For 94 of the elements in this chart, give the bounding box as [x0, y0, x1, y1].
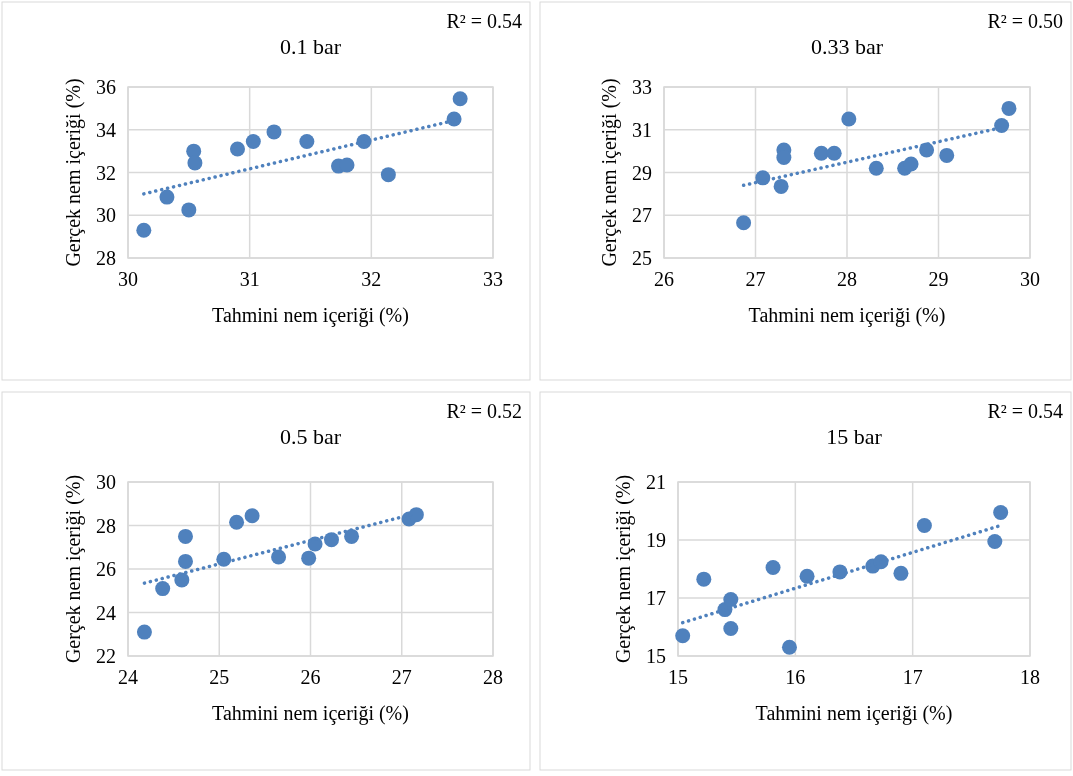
- x-axis-title: Tahmini nem içeriği (%): [755, 702, 953, 725]
- y-tick-label: 19: [646, 529, 666, 551]
- text: R² = 0.54: [987, 400, 1063, 422]
- y-tick-label: 28: [96, 247, 116, 269]
- text: R² = 0.52: [446, 400, 522, 422]
- point: [826, 145, 842, 161]
- point: [155, 581, 171, 597]
- point: [987, 533, 1003, 549]
- y-tick-label: 22: [96, 645, 116, 667]
- y-axis-title: Gerçek nem içeriği (%): [598, 78, 621, 267]
- point: [344, 528, 360, 544]
- x-axis-title: Tahmini nem içeriği (%): [212, 304, 409, 327]
- x-tick-label: 32: [361, 268, 382, 290]
- point: [266, 124, 282, 140]
- y-tick-label: 17: [646, 587, 666, 609]
- x-axis-title: Tahmini nem içeriği (%): [212, 702, 409, 725]
- point: [244, 508, 260, 524]
- x-tick-label: 26: [300, 666, 321, 688]
- x-tick-label: 30: [118, 268, 138, 290]
- y-tick-label: 15: [646, 645, 666, 667]
- point: [868, 160, 884, 176]
- point: [993, 504, 1009, 520]
- x-tick-label: 17: [902, 666, 923, 688]
- point: [452, 91, 468, 107]
- x-tick-label: 25: [209, 666, 230, 688]
- point: [696, 571, 712, 587]
- chart-title: 0.1 bar: [279, 34, 342, 59]
- point: [723, 620, 739, 636]
- point: [159, 189, 175, 205]
- y-axis-title: Gerçek nem içeriği (%): [612, 474, 635, 664]
- point: [408, 507, 424, 523]
- point: [299, 134, 315, 150]
- point: [773, 178, 789, 194]
- chart-title: 15 bar: [826, 424, 883, 449]
- y-tick-label: 30: [96, 204, 116, 227]
- point: [799, 568, 815, 584]
- point: [230, 141, 245, 157]
- y-tick-label: 33: [632, 76, 652, 98]
- x-tick-label: 31: [239, 268, 260, 290]
- x-tick-label: 16: [785, 666, 806, 688]
- y-tick-label: 26: [96, 558, 116, 580]
- point: [736, 215, 752, 231]
- y-axis-title: Gerçek nem içeriği (%): [62, 474, 85, 664]
- x-tick-label: 28: [483, 666, 503, 688]
- x-axis-title: Tahmini nem içeriği (%): [748, 304, 946, 327]
- chart-title: 0.5 bar: [279, 424, 342, 449]
- point: [380, 167, 396, 183]
- point: [136, 222, 152, 238]
- point: [893, 565, 909, 581]
- point: [903, 156, 919, 172]
- point: [994, 117, 1010, 133]
- y-tick-label: 29: [632, 161, 652, 184]
- x-tick-label: 28: [837, 268, 857, 290]
- point: [723, 591, 739, 607]
- point: [187, 155, 203, 171]
- x-tick-label: 15: [668, 666, 688, 688]
- point: [181, 202, 197, 218]
- y-tick-label: 31: [632, 118, 652, 141]
- text: R² = 0.50: [987, 10, 1063, 32]
- point: [271, 549, 287, 565]
- point: [781, 639, 797, 655]
- x-tick-label: 33: [483, 268, 503, 290]
- point: [174, 572, 190, 588]
- x-tick-label: 18: [1020, 666, 1040, 688]
- point: [229, 514, 245, 530]
- x-tick-label: 24: [118, 666, 138, 688]
- point: [675, 628, 691, 644]
- y-tick-label: 30: [96, 471, 116, 493]
- point: [301, 550, 317, 566]
- y-tick-label: 24: [96, 601, 116, 624]
- point: [1001, 100, 1017, 116]
- point: [245, 134, 261, 150]
- x-tick-label: 27: [745, 268, 766, 290]
- point: [177, 553, 193, 569]
- x-tick-label: 30: [1020, 268, 1040, 290]
- point: [813, 145, 829, 161]
- point: [136, 624, 152, 640]
- x-tick-label: 27: [391, 666, 412, 688]
- point: [916, 518, 932, 533]
- y-tick-label: 27: [632, 204, 652, 227]
- y-tick-label: 36: [96, 76, 116, 98]
- x-tick-label: 29: [928, 268, 949, 290]
- point: [841, 111, 857, 127]
- point: [765, 560, 781, 576]
- text: R² = 0.54: [446, 10, 522, 32]
- point: [939, 147, 955, 163]
- y-tick-label: 25: [632, 247, 652, 269]
- chart-title: 0.33 bar: [810, 34, 884, 59]
- y-tick-label: 21: [646, 471, 666, 493]
- y-tick-label: 28: [96, 514, 116, 537]
- y-tick-label: 32: [96, 161, 116, 184]
- y-tick-label: 34: [96, 118, 116, 141]
- y-axis-title: Gerçek nem içeriği (%): [62, 78, 85, 267]
- point: [177, 528, 193, 544]
